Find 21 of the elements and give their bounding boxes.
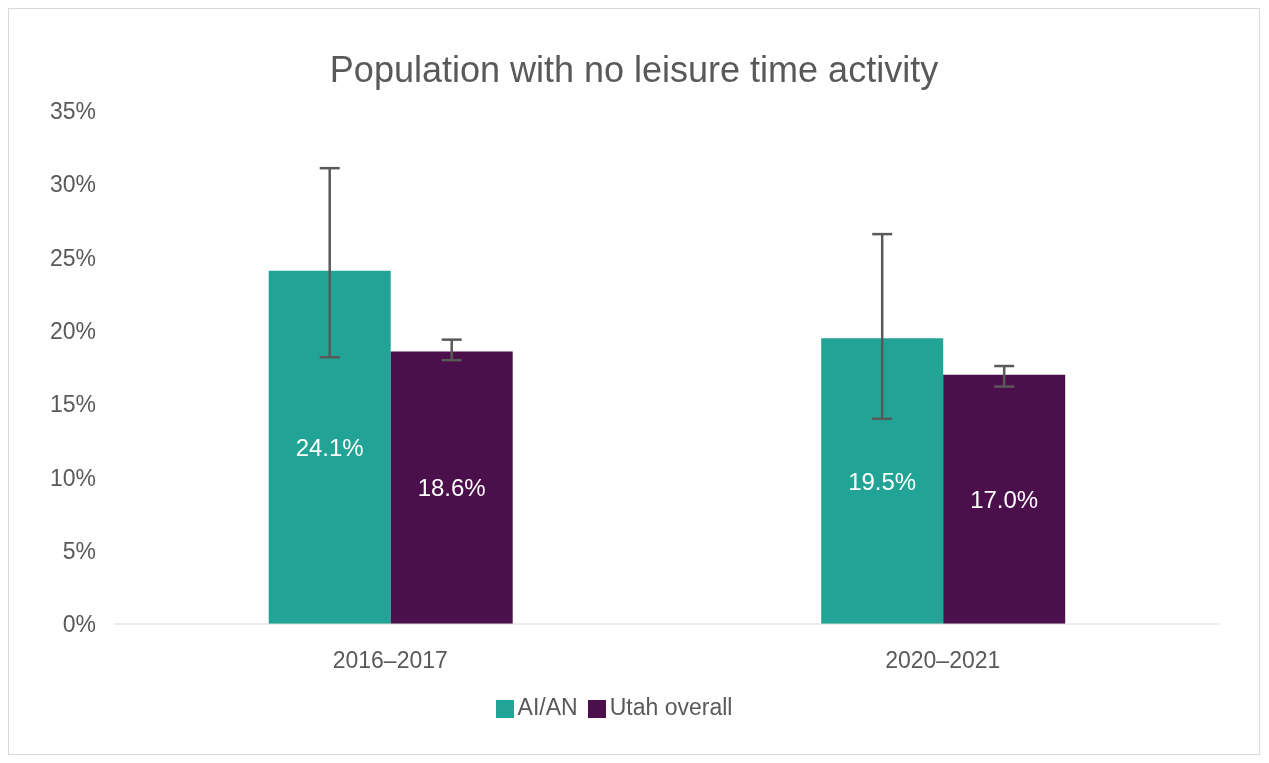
y-tick-label: 5%: [62, 537, 96, 564]
bar: [390, 351, 513, 624]
data-label: 17.0%: [970, 485, 1039, 513]
y-tick-label: 30%: [49, 171, 96, 198]
bar: [268, 270, 391, 624]
data-label: 19.5%: [848, 467, 917, 495]
legend-label: Utah overall: [609, 694, 733, 720]
y-tick-label: 35%: [49, 98, 96, 125]
y-tick-label: 25%: [49, 244, 96, 271]
bar: [943, 374, 1066, 624]
x-tick-label: 2020–2021: [885, 647, 1001, 674]
x-tick-label: 2016–2017: [332, 647, 448, 674]
data-label: 24.1%: [295, 433, 364, 461]
data-label: 18.6%: [417, 474, 486, 502]
bar: [821, 338, 944, 624]
y-tick-label: 10%: [49, 464, 96, 491]
y-tick-label: 20%: [49, 318, 96, 345]
legend-label: AI/AN: [517, 694, 578, 720]
y-tick-label: 0%: [62, 611, 96, 638]
chart-title: Population with no leisure time activity: [328, 49, 940, 91]
y-tick-label: 15%: [49, 391, 96, 418]
